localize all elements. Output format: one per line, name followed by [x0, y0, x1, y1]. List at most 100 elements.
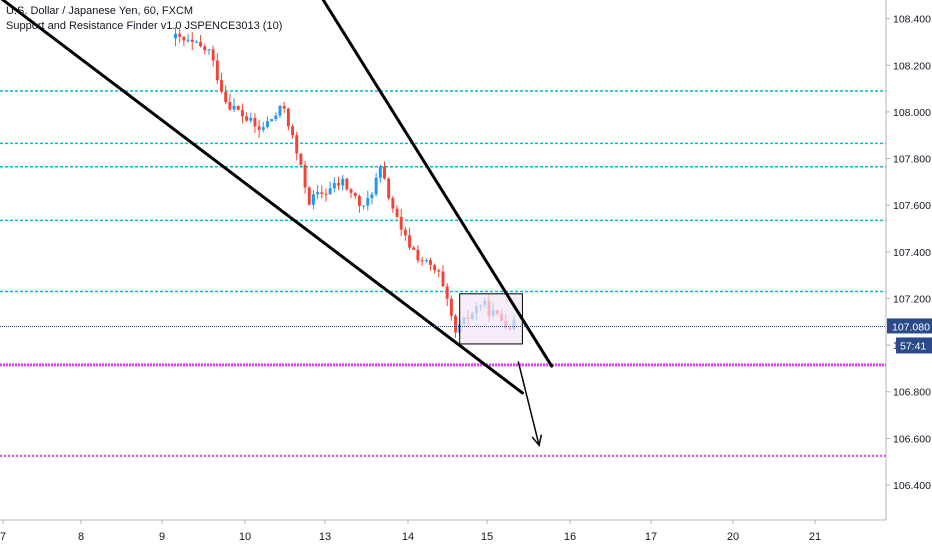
candle-body: [278, 105, 282, 116]
trendline-1[interactable]: [0, 0, 524, 395]
arrow-head: [531, 434, 543, 448]
candle-body: [332, 183, 336, 189]
candle-body: [245, 116, 249, 121]
candle-body: [370, 194, 374, 199]
candle-body: [316, 192, 320, 195]
candle-body: [282, 105, 286, 109]
candle-body: [378, 166, 382, 178]
candle-body: [249, 117, 253, 121]
time-tick-label: 13: [319, 531, 331, 543]
candle-body: [416, 249, 420, 261]
candle-body: [220, 80, 223, 92]
price-tick-label: 108.200: [893, 60, 931, 72]
candle-body: [224, 91, 228, 103]
candle-body: [341, 178, 345, 186]
current-price-label: 107.080: [892, 321, 930, 333]
time-tick-label: 9: [159, 531, 165, 543]
candle-body: [449, 298, 453, 316]
candle-body: [399, 216, 403, 230]
price-tick-label: 107.200: [893, 293, 931, 305]
price-tick-label: 107.400: [893, 247, 931, 259]
candle-body: [236, 105, 240, 110]
price-tick-label: 106.400: [893, 480, 931, 492]
price-axis-bg: [886, 0, 932, 550]
candle-body: [391, 198, 395, 209]
candle-body: [232, 105, 236, 110]
candle-body: [291, 126, 295, 136]
time-tick-label: 17: [645, 531, 657, 543]
price-tick-label: 106.600: [893, 433, 931, 445]
candle-body: [203, 46, 207, 51]
time-tick-label: 8: [78, 531, 84, 543]
candle-body: [357, 196, 361, 206]
candle-body: [295, 135, 299, 154]
plot-area[interactable]: [0, 0, 886, 457]
time-tick-label: 16: [564, 531, 576, 543]
candle-body: [445, 286, 449, 299]
candle-body: [383, 166, 386, 179]
candle-body: [199, 41, 203, 47]
candle-body: [362, 205, 366, 207]
price-tick-label: 107.800: [893, 154, 931, 166]
candle-body: [307, 187, 311, 205]
candle-body: [428, 260, 432, 265]
candle-body: [349, 189, 353, 193]
price-tick-label: 107.600: [893, 200, 931, 212]
candle-body: [174, 33, 177, 39]
candle-body: [408, 235, 412, 248]
candle-body: [437, 270, 441, 272]
candle-body: [412, 247, 416, 250]
candle-body: [320, 192, 324, 194]
candle-body: [194, 41, 198, 43]
price-tick-label: 108.400: [893, 14, 931, 26]
projection-arrow[interactable]: [517, 361, 540, 446]
time-axis-bg: [0, 520, 932, 550]
candle-body: [328, 188, 332, 195]
time-axis[interactable]: 7 8 9 10 13 14 15 16 17 20 21: [0, 519, 932, 550]
candle-body: [299, 153, 303, 165]
time-tick-label: 15: [481, 531, 493, 543]
time-tick-label: 14: [402, 531, 414, 543]
price-axis[interactable]: 108.400 108.200 108.000 107.800 107.600 107.4…: [885, 0, 932, 550]
candle-body: [433, 264, 437, 271]
candle-body: [387, 178, 391, 199]
candle-body: [420, 260, 424, 262]
time-tick-label: 20: [727, 531, 739, 543]
candle-body: [257, 126, 261, 130]
trendline-2[interactable]: [321, 0, 554, 368]
current-price-badge: [887, 318, 932, 334]
candle-body: [395, 208, 399, 217]
candle-body: [345, 178, 349, 190]
candle-body: [454, 315, 458, 333]
countdown-badge: [896, 337, 932, 354]
candle-body: [253, 117, 257, 127]
candle-body: [274, 115, 278, 120]
candle-body: [190, 39, 194, 42]
candle-body: [403, 229, 407, 236]
candle-body: [207, 49, 211, 51]
price-tick-label: 106.800: [893, 387, 931, 399]
candle-body: [182, 36, 186, 41]
candle-body: [441, 271, 445, 287]
candle-body: [303, 164, 307, 188]
price-tick-label: 108.000: [893, 107, 931, 119]
candle-body: [228, 102, 232, 110]
candle-body: [266, 121, 269, 128]
symbol-title: U.S. Dollar / Japanese Yen, 60, FXCM: [6, 5, 194, 17]
candle-body: [311, 194, 315, 205]
candle-body: [178, 33, 182, 37]
candle-body: [286, 108, 290, 127]
candle-body: [324, 193, 328, 195]
candle-body: [215, 60, 219, 81]
candle-body: [261, 127, 265, 130]
candle-body: [353, 192, 357, 197]
candle-body: [366, 198, 370, 206]
candle-body: [374, 177, 378, 195]
candle-body: [211, 49, 215, 61]
time-tick-label: 21: [809, 531, 821, 543]
time-tick-label: 7: [0, 531, 6, 543]
time-tick-label: 10: [239, 531, 251, 543]
candle-body: [186, 39, 190, 41]
candle-body: [337, 183, 340, 186]
